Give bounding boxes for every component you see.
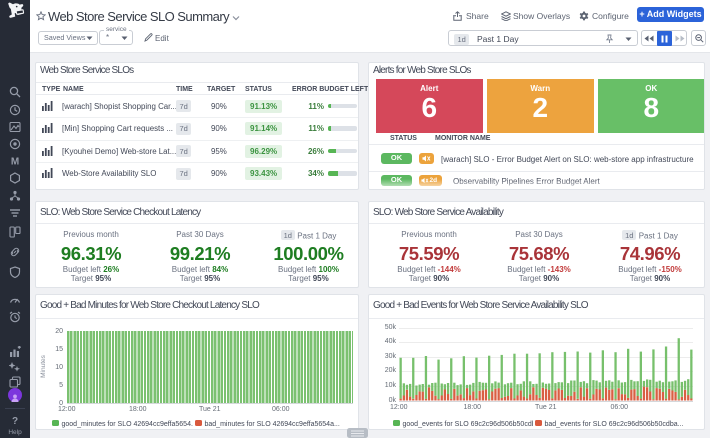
svg-text:M: M [11,157,19,168]
